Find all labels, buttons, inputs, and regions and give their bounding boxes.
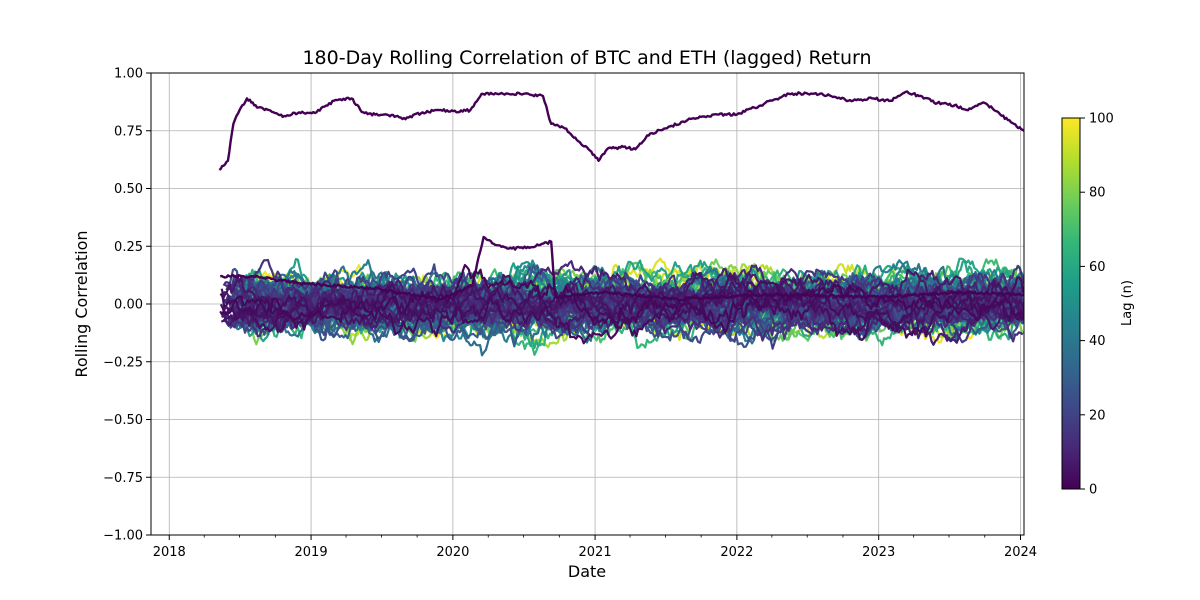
y-tick-label: 0.50 [114, 182, 143, 197]
y-tick-label: −0.50 [103, 413, 143, 428]
y-tick-label: 1.00 [114, 67, 143, 82]
colorbar-tick-label: 100 [1089, 112, 1114, 127]
lag-series-line [219, 263, 1024, 334]
x-axis: 2018 2019 2020 2021 2022 2023 2024 [153, 535, 1037, 560]
colorbar-ticks: 0 20 40 60 80 100 [1080, 112, 1114, 498]
y-tick-label: −0.75 [103, 471, 143, 486]
x-tick-label: 2021 [579, 545, 612, 560]
colorbar-tick-label: 0 [1089, 483, 1097, 498]
lag-series-line [219, 291, 1024, 345]
x-tick-label: 2022 [720, 545, 753, 560]
x-tick-label: 2020 [436, 545, 469, 560]
y-tick-label: 0.00 [114, 298, 143, 313]
lag-series-line [219, 276, 1024, 341]
x-tick-label: 2018 [153, 545, 186, 560]
lag-0-series-line [218, 90, 1024, 171]
y-tick-label: −0.25 [103, 355, 143, 370]
series-lines [218, 90, 1024, 357]
x-axis-title: Date [568, 562, 606, 581]
y-tick-label: 0.75 [114, 124, 143, 139]
colorbar-title: Lag (n) [1120, 280, 1135, 326]
colorbar: 0 20 40 60 80 100 Lag (n) [1061, 112, 1135, 498]
colorbar-tick-label: 60 [1089, 260, 1106, 275]
y-tick-label: 0.25 [114, 240, 143, 255]
colorbar-tick-label: 20 [1089, 408, 1106, 423]
colorbar-tick-label: 40 [1089, 334, 1106, 349]
y-axis-title: Rolling Correlation [72, 230, 91, 377]
x-tick-label: 2023 [862, 545, 895, 560]
y-axis: −1.00 −0.75 −0.50 −0.25 0.00 0.25 0.50 0.75 1.00 [103, 67, 151, 544]
x-tick-label: 2024 [1004, 545, 1037, 560]
colorbar-gradient [1061, 117, 1081, 490]
y-tick-label: −1.00 [103, 529, 143, 544]
colorbar-tick-label: 80 [1089, 186, 1106, 201]
lag-1-series-line [219, 235, 1024, 302]
x-tick-label: 2019 [295, 545, 328, 560]
chart-title: 180-Day Rolling Correlation of BTC and E… [302, 47, 871, 69]
